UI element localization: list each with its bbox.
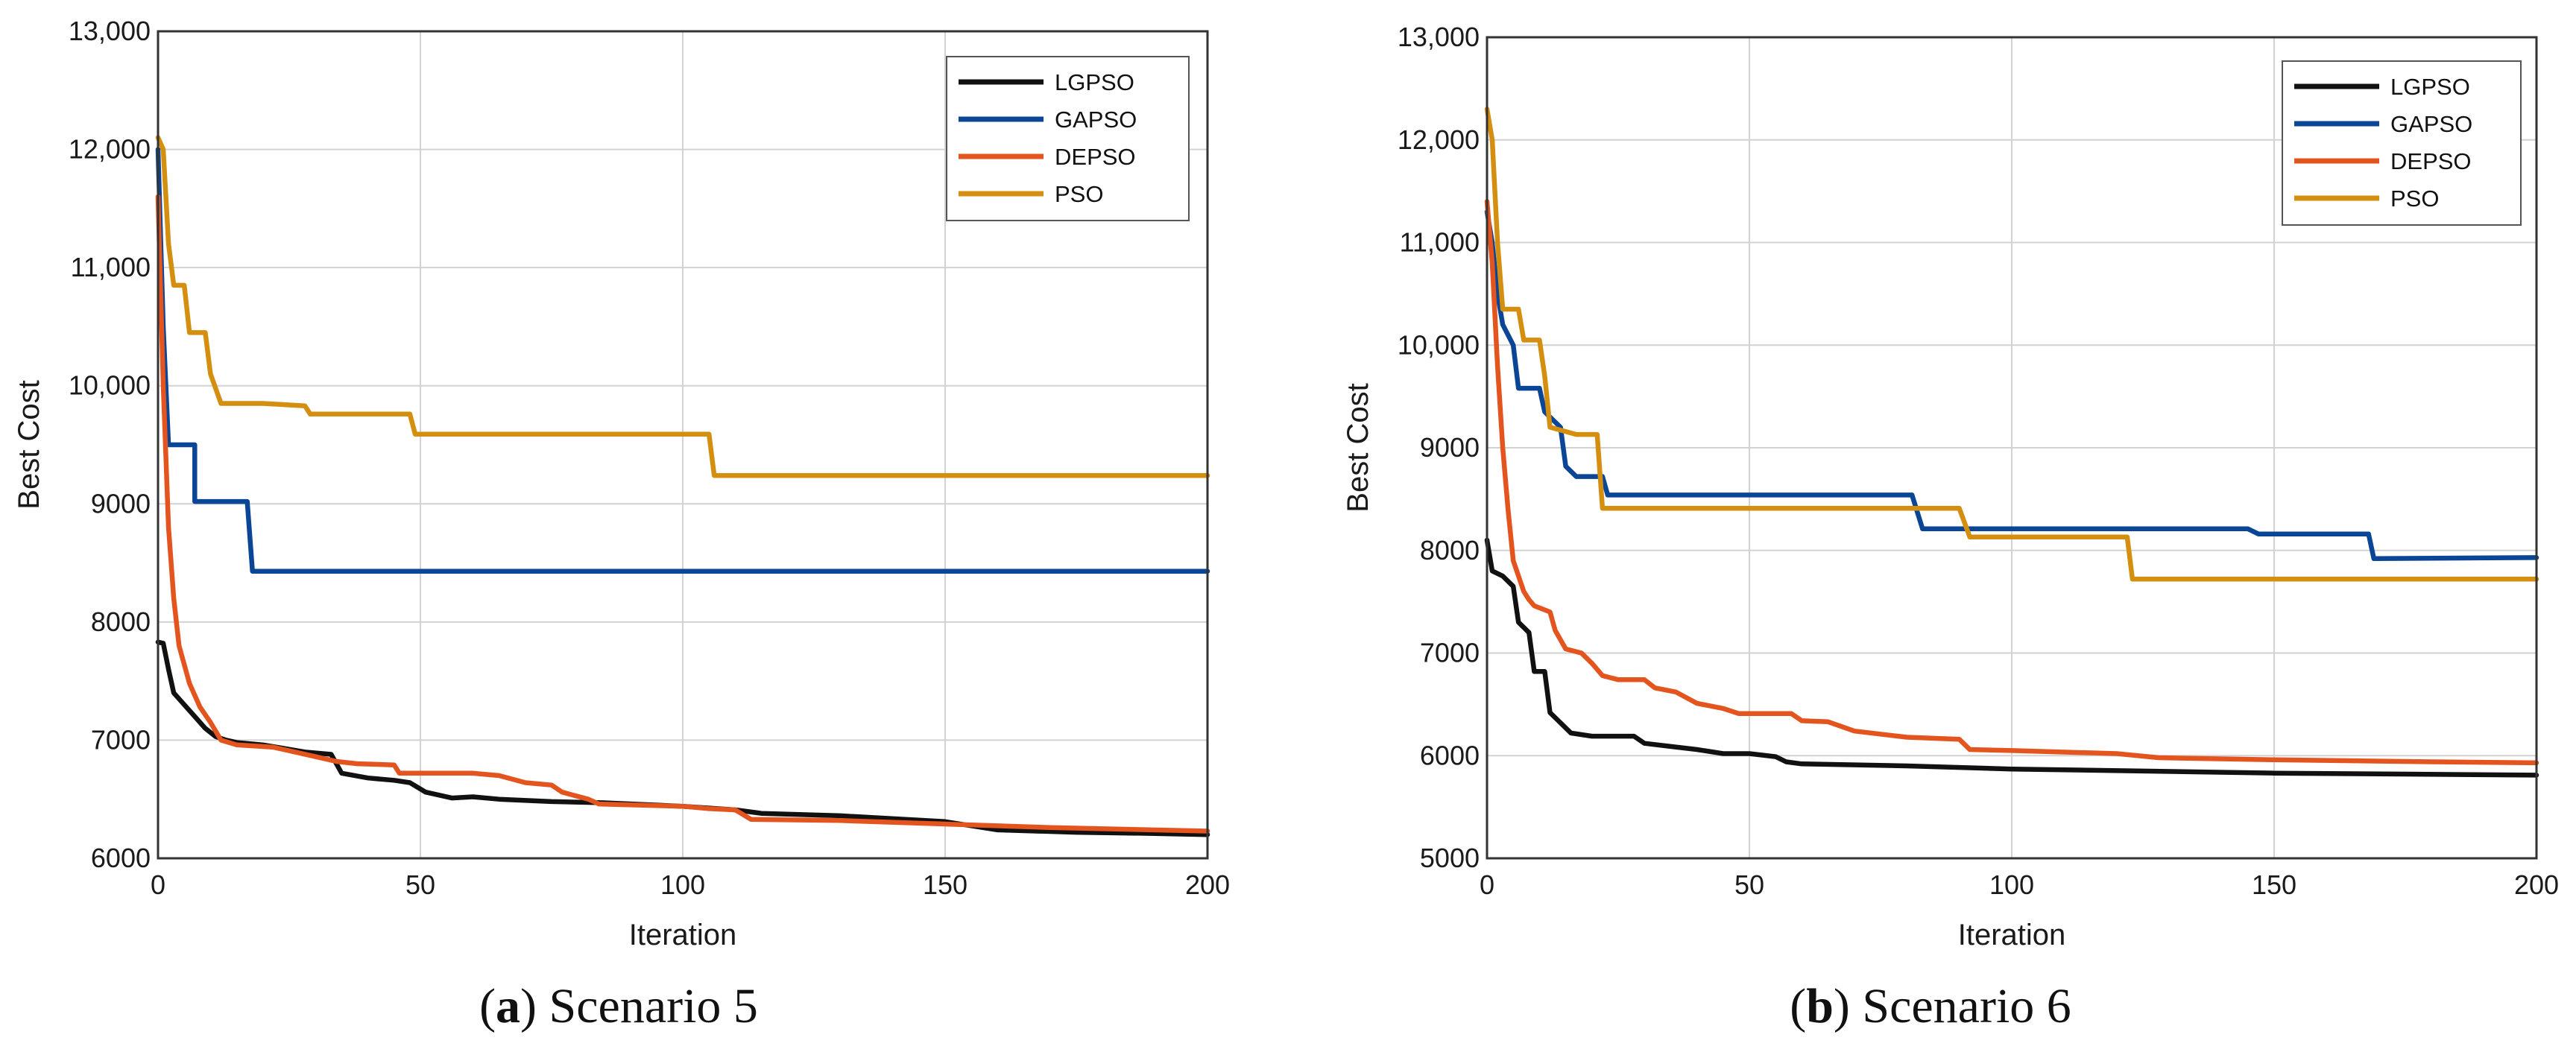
chart-panel-1: 0 50 100 150 200 6000 7000 8000 9000 10,000 11,000… <box>13 16 1230 1033</box>
y-tick-label: 7000 <box>91 724 151 755</box>
y-tick-label: 12,000 <box>69 134 151 165</box>
y-tick-label: 11,000 <box>1400 227 1480 258</box>
y-tick-label: 9000 <box>91 488 151 519</box>
legend-label-pso: PSO <box>1055 181 1103 207</box>
y-tick-label: 13,000 <box>1398 22 1480 52</box>
caption-text: ) Scenario 5 <box>520 979 758 1033</box>
x-tick-label: 100 <box>1989 869 2034 900</box>
panel-caption: (b) Scenario 6 <box>1790 979 2071 1033</box>
y-tick-label: 8000 <box>1420 535 1480 565</box>
x-tick-label: 200 <box>2514 869 2559 900</box>
y-tick-label: 9000 <box>1420 432 1480 463</box>
series-line-lgpso <box>155 639 1210 837</box>
y-tick-label: 6000 <box>1420 740 1480 770</box>
plot-frame <box>1486 36 2538 860</box>
series-line-pso <box>155 135 1210 478</box>
legend: LGPSO GAPSO DEPSO PSO <box>2282 60 2522 226</box>
x-tick-label: 150 <box>923 869 967 900</box>
x-axis-label: Iteration <box>629 919 737 951</box>
caption-paren: ( <box>1790 979 1806 1033</box>
legend: LGPSO GAPSO DEPSO PSO <box>946 56 1190 221</box>
series-line-depso <box>155 194 1210 834</box>
panel-caption: (a) Scenario 5 <box>479 979 758 1033</box>
caption-letter: a <box>496 979 520 1033</box>
y-tick-label: 10,000 <box>1398 329 1480 360</box>
series-line-lgpso <box>1484 537 2539 778</box>
y-tick-label: 10,000 <box>69 370 151 401</box>
series-line-pso <box>1484 107 2539 582</box>
x-tick-label: 100 <box>660 869 705 900</box>
caption-text: ) Scenario 6 <box>1834 979 2071 1033</box>
y-tick-label: 6000 <box>91 843 151 873</box>
caption-paren: ( <box>479 979 496 1033</box>
caption-letter: b <box>1806 979 1834 1033</box>
y-tick-label: 13,000 <box>69 16 151 46</box>
legend-label-gapso: GAPSO <box>1055 107 1137 133</box>
chart-panel-2: 0 50 100 150 200 5000 6000 7000 8000 9000 10,000 11… <box>1342 22 2559 1033</box>
x-tick-label: 50 <box>405 869 435 900</box>
x-tick-label: 0 <box>151 869 165 900</box>
legend-label-lgpso: LGPSO <box>1055 69 1134 95</box>
y-axis-label: Best Cost <box>13 380 45 509</box>
legend-label-pso: PSO <box>2390 186 2439 212</box>
x-tick-label: 0 <box>1480 869 1494 900</box>
series-line-gapso <box>1484 209 2539 562</box>
x-tick-label: 200 <box>1185 869 1230 900</box>
legend-label-depso: DEPSO <box>1055 144 1136 170</box>
y-tick-label: 12,000 <box>1398 124 1480 155</box>
x-axis-label: Iteration <box>1958 919 2066 951</box>
legend-label-gapso: GAPSO <box>2390 111 2472 137</box>
x-tick-label: 50 <box>1734 869 1764 900</box>
y-tick-label: 11,000 <box>71 252 151 282</box>
y-axis-label: Best Cost <box>1342 383 1374 512</box>
y-tick-label: 5000 <box>1420 843 1480 873</box>
series-line-depso <box>1484 199 2539 766</box>
legend-label-depso: DEPSO <box>2390 148 2472 174</box>
y-tick-label: 7000 <box>1420 638 1480 668</box>
y-tick-label: 8000 <box>91 606 151 637</box>
plot-frame <box>157 30 1209 860</box>
legend-label-lgpso: LGPSO <box>2390 74 2470 100</box>
x-tick-label: 150 <box>2252 869 2296 900</box>
